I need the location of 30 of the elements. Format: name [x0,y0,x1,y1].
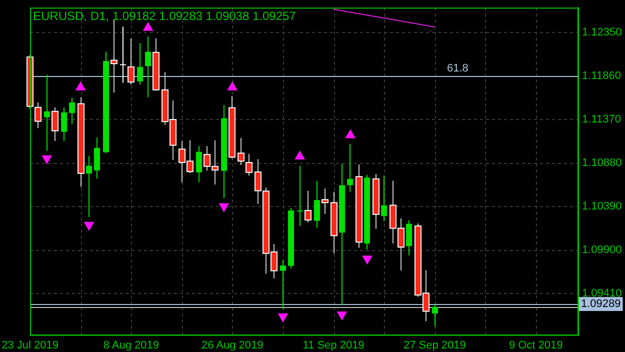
candlestick [120,26,126,83]
y-tick-label: 1.11370 [582,113,621,126]
y-tick-label: 1.10880 [582,156,622,169]
point [76,82,86,90]
y-tick-label: 1.12350 [582,26,622,38]
point [143,22,153,31]
x-tick-label: 11 Sep 2019 [302,339,364,352]
y-tick-label: 1.09410 [582,287,622,300]
point [278,313,288,322]
point [228,82,238,90]
point [362,256,372,264]
y-tick-label: 1.11860 [582,70,621,82]
x-tick-label: 27 Sep 2019 [403,339,466,352]
x-tick-label: 26 Aug 2019 [201,339,264,352]
annotation: 61.8 [446,62,468,74]
x-tick-label: 8 Aug 2019 [103,339,160,352]
ref-line-label: 1.09289 [581,298,621,310]
point [84,222,94,230]
y-tick-label: 1.09900 [582,244,622,256]
point [337,312,347,320]
y-tick-label: 1.10390 [582,200,622,212]
candlestick [44,74,50,151]
candlestick [297,166,303,226]
chart-title: EURUSD, D1, 1.09182 1.09283 1.09038 1.09257 [33,8,296,23]
point [42,155,52,164]
point [346,130,356,138]
x-tick-label: 9 Oct 2019 [508,339,563,352]
point [219,203,229,212]
x-tick-label: 23 Jul 2019 [2,339,58,352]
point [294,151,305,160]
